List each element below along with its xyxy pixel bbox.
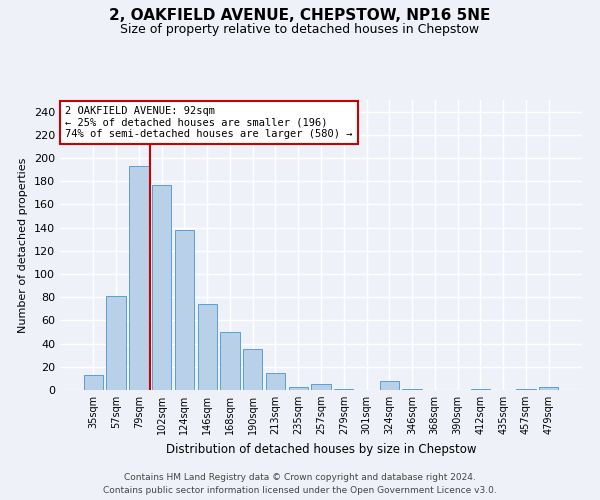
Bar <box>266 372 285 390</box>
Bar <box>539 386 558 390</box>
Text: Distribution of detached houses by size in Chepstow: Distribution of detached houses by size … <box>166 442 476 456</box>
Bar <box>380 380 399 390</box>
Bar <box>403 389 422 390</box>
Text: 2 OAKFIELD AVENUE: 92sqm
← 25% of detached houses are smaller (196)
74% of semi-: 2 OAKFIELD AVENUE: 92sqm ← 25% of detach… <box>65 106 353 139</box>
Text: 2, OAKFIELD AVENUE, CHEPSTOW, NP16 5NE: 2, OAKFIELD AVENUE, CHEPSTOW, NP16 5NE <box>109 8 491 22</box>
Bar <box>129 166 149 390</box>
Text: Size of property relative to detached houses in Chepstow: Size of property relative to detached ho… <box>121 22 479 36</box>
Bar <box>243 350 262 390</box>
Bar <box>175 230 194 390</box>
Bar <box>152 184 172 390</box>
Bar <box>289 386 308 390</box>
Bar <box>106 296 126 390</box>
Bar <box>84 375 103 390</box>
Y-axis label: Number of detached properties: Number of detached properties <box>19 158 28 332</box>
Bar <box>311 384 331 390</box>
Bar <box>197 304 217 390</box>
Bar <box>220 332 239 390</box>
Bar <box>334 389 353 390</box>
Bar <box>516 389 536 390</box>
Text: Contains HM Land Registry data © Crown copyright and database right 2024.
Contai: Contains HM Land Registry data © Crown c… <box>103 474 497 495</box>
Bar <box>470 389 490 390</box>
